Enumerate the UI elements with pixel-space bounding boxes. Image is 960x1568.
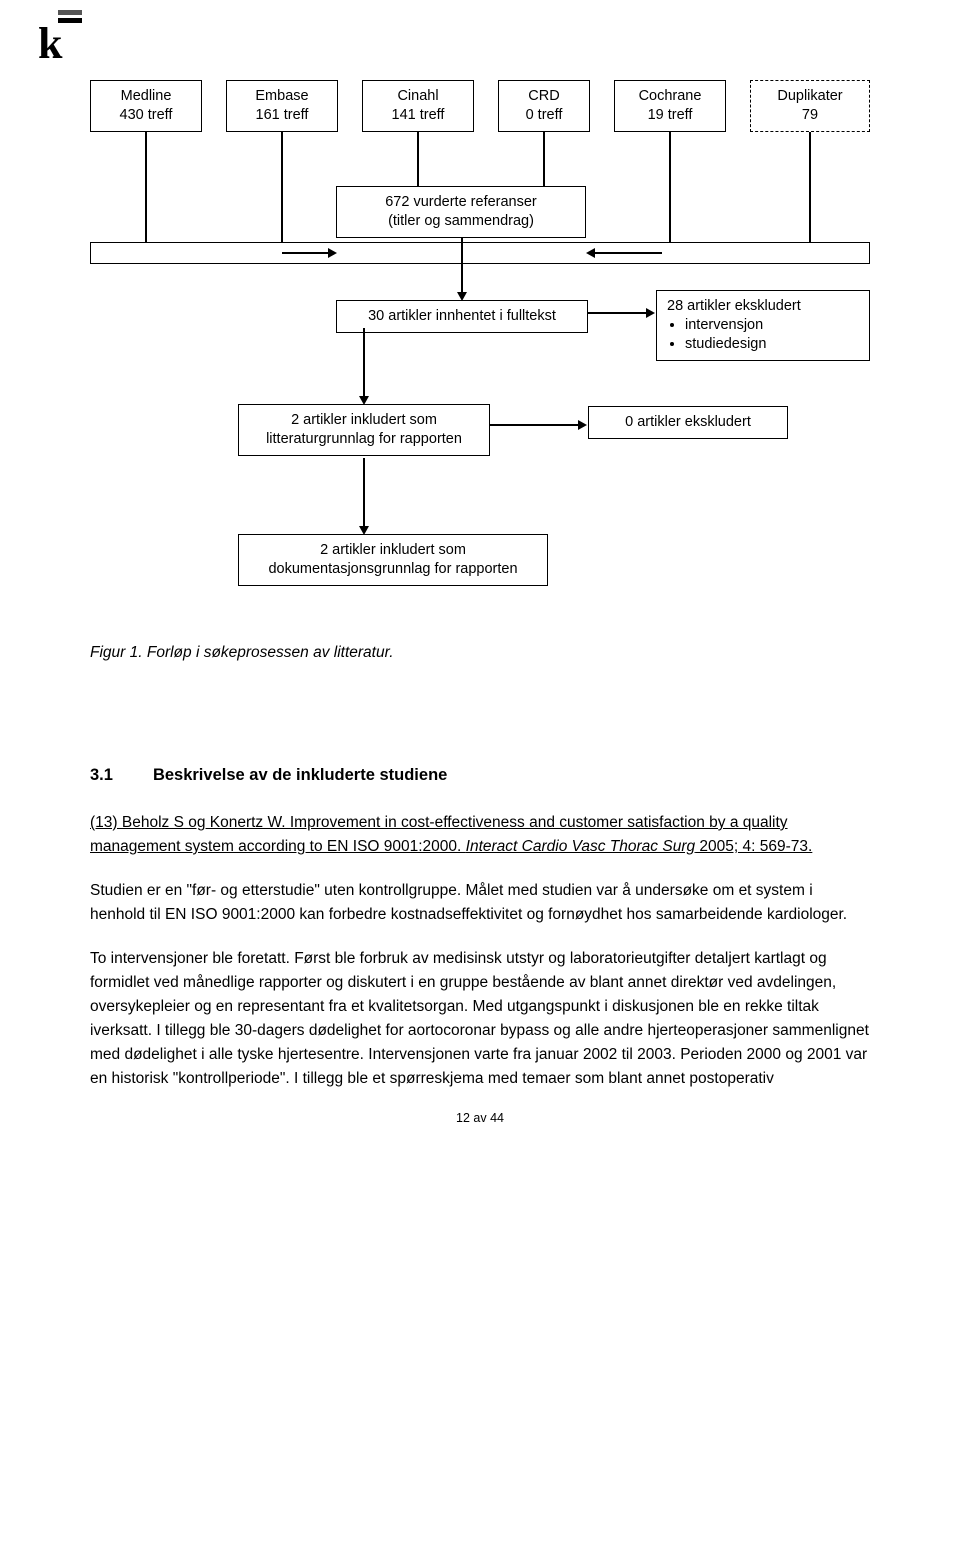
- item: intervensjon: [685, 316, 859, 335]
- section-number: 3.1: [90, 766, 113, 785]
- text: 0 artikler ekskludert: [625, 414, 751, 430]
- line1: 2 artikler inkludert som: [320, 542, 466, 558]
- paragraph-1: Studien er en "før- og etterstudie" uten…: [90, 879, 870, 927]
- flowchart: Medline 430 treff Embase 161 treff Cinah…: [90, 80, 870, 720]
- value: 0 treff: [526, 107, 563, 123]
- box-screened: 672 vurderte referanser (titler og samme…: [336, 186, 586, 238]
- figure-caption: Figur 1. Forløp i søkeprosessen av litte…: [90, 644, 394, 662]
- label: Cochrane: [639, 88, 702, 104]
- logo-bar-top: [58, 10, 82, 15]
- box-crd: CRD 0 treff: [498, 80, 590, 132]
- box-docbasis: 2 artikler inkludert som dokumentasjonsg…: [238, 534, 548, 586]
- box-cochrane: Cochrane 19 treff: [614, 80, 726, 132]
- text: 30 artikler innhentet i fulltekst: [368, 308, 556, 324]
- box-cinahl: Cinahl 141 treff: [362, 80, 474, 132]
- value: 161 treff: [256, 107, 309, 123]
- line2: (titler og sammendrag): [388, 213, 534, 229]
- box-medline: Medline 430 treff: [90, 80, 202, 132]
- value: 19 treff: [648, 107, 693, 123]
- reference-rest: 2005; 4: 569-73.: [695, 838, 812, 855]
- logo: k: [38, 18, 62, 69]
- box-collector: [90, 242, 870, 264]
- paragraph-2: To intervensjoner ble foretatt. Først bl…: [90, 947, 870, 1091]
- label: CRD: [528, 88, 559, 104]
- box-excluded28: 28 artikler ekskludert intervensjon stud…: [656, 290, 870, 361]
- line1: 672 vurderte referanser: [385, 194, 537, 210]
- label: Cinahl: [397, 88, 438, 104]
- label: Medline: [121, 88, 172, 104]
- value: 430 treff: [120, 107, 173, 123]
- box-embase: Embase 161 treff: [226, 80, 338, 132]
- section-heading: 3.1 Beskrivelse av de inkluderte studiene: [90, 766, 870, 785]
- reference: (13) Beholz S og Konertz W. Improvement …: [90, 811, 870, 859]
- item: studiedesign: [685, 335, 859, 354]
- line2: dokumentasjonsgrunnlag for rapporten: [268, 561, 517, 577]
- section-title: Beskrivelse av de inkluderte studiene: [153, 766, 447, 784]
- box-excluded0: 0 artikler ekskludert: [588, 406, 788, 439]
- page-number: 12 av 44: [90, 1111, 870, 1125]
- line1: 2 artikler inkludert som: [291, 412, 437, 428]
- reference-journal: Interact Cardio Vasc Thorac Surg: [466, 838, 695, 855]
- header: 28 artikler ekskludert: [667, 297, 859, 316]
- label: Duplikater: [777, 88, 842, 104]
- line2: litteraturgrunnlag for rapporten: [266, 431, 462, 447]
- value: 141 treff: [392, 107, 445, 123]
- box-fulltext: 30 artikler innhentet i fulltekst: [336, 300, 588, 333]
- box-duplikater: Duplikater 79: [750, 80, 870, 132]
- label: Embase: [255, 88, 308, 104]
- box-litbasis: 2 artikler inkludert som litteraturgrunn…: [238, 404, 490, 456]
- value: 79: [802, 107, 818, 123]
